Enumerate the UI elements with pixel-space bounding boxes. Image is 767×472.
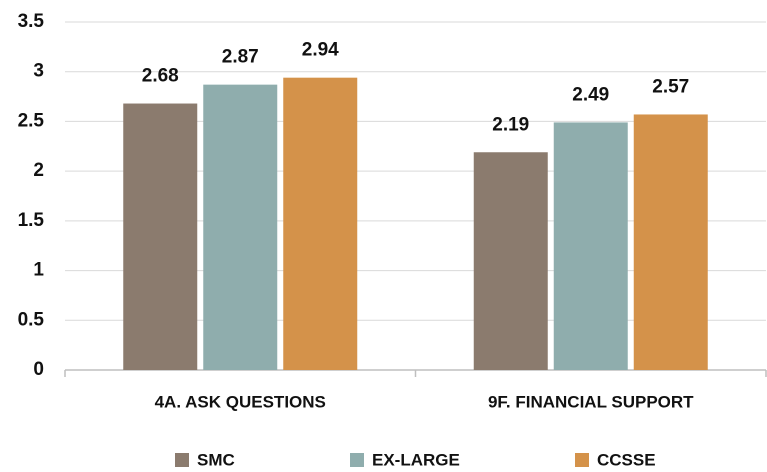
legend-label: CCSSE (597, 450, 656, 469)
legend-label: SMC (197, 450, 235, 469)
bar (123, 103, 198, 370)
y-tick-label: 3 (33, 61, 44, 82)
data-label: 2.19 (492, 114, 529, 135)
x-tick-label: 9F. FINANCIAL SUPPORT (488, 392, 694, 411)
bar (553, 122, 628, 371)
x-tick-label: 4A. ASK QUESTIONS (155, 392, 326, 411)
bar (283, 77, 358, 371)
legend-swatch (175, 453, 189, 467)
legend-swatch (350, 453, 364, 467)
y-tick-label: 1.5 (18, 210, 45, 231)
data-label: 2.49 (572, 84, 609, 105)
y-tick-label: 3.5 (18, 11, 45, 32)
bar (633, 114, 708, 371)
bar (473, 152, 548, 370)
legend-swatch (575, 453, 589, 467)
legend-label: EX-LARGE (372, 450, 460, 469)
data-label: 2.94 (302, 40, 339, 61)
y-tick-label: 1 (33, 260, 44, 281)
bar (203, 84, 278, 370)
y-tick-label: 2.5 (18, 110, 45, 131)
data-label: 2.68 (142, 66, 179, 87)
data-label: 2.87 (222, 47, 259, 68)
y-tick-label: 2 (33, 160, 44, 181)
y-tick-label: 0.5 (18, 309, 45, 330)
y-tick-label: 0 (33, 359, 44, 380)
data-label: 2.57 (652, 76, 689, 97)
